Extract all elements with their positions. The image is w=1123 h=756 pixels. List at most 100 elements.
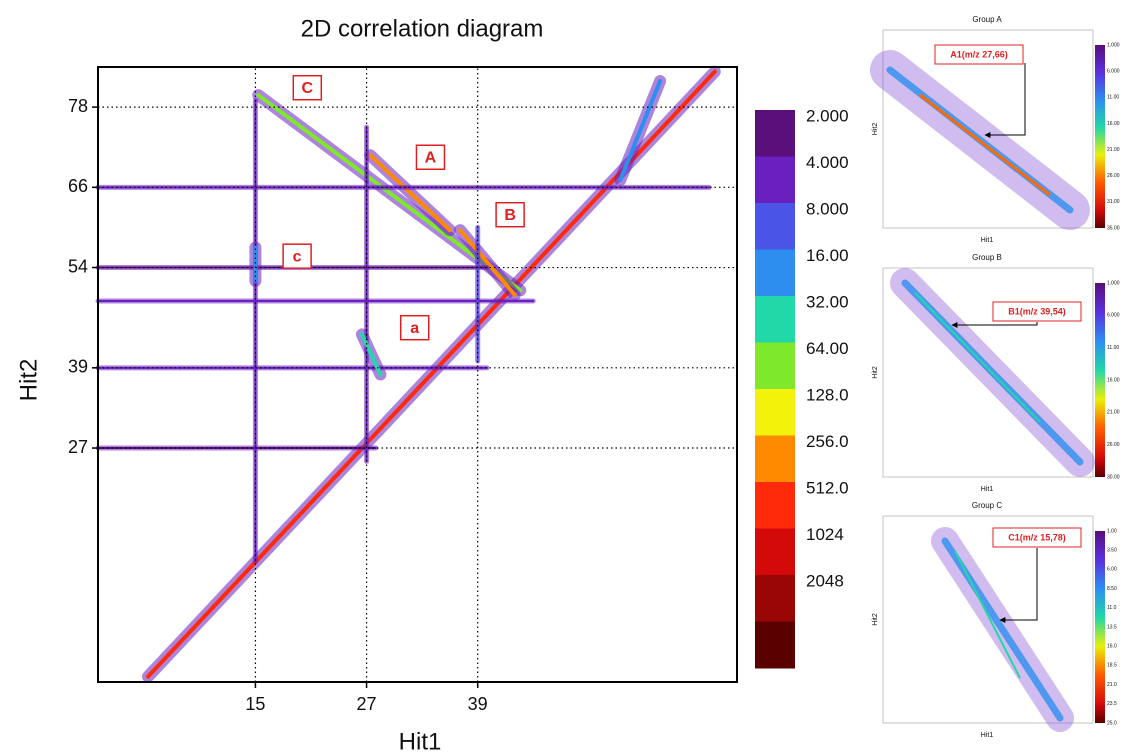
- panel-arrow: [984, 63, 1026, 138]
- x-tick-label: 27: [357, 694, 377, 714]
- density-core: [914, 292, 1041, 423]
- panel-annotation: A1(m/z 27,66): [950, 49, 1008, 59]
- panel-colorbar-label: 21.00: [1107, 147, 1120, 153]
- ridge: [618, 79, 663, 182]
- panel-colorbar-label: 6.000: [1107, 68, 1120, 74]
- panel-annotation-box: [992, 527, 1082, 548]
- panel-arrow: [951, 322, 1038, 328]
- panel-colorbar-label: 3.50: [1107, 548, 1117, 554]
- annotation: A: [425, 149, 437, 166]
- chart-title: 2D correlation diagram: [301, 15, 544, 42]
- annotation-box: [282, 243, 312, 269]
- colorbar-bin: [755, 621, 795, 669]
- panel-annotation-box: [992, 301, 1082, 322]
- panel-title: Group C: [972, 501, 1002, 510]
- panel-annotation: B1(m/z 39,54): [1008, 306, 1066, 316]
- y-tick-label: 54: [68, 256, 88, 276]
- annotation: B: [504, 207, 516, 224]
- panel-colorbar: [1095, 283, 1105, 477]
- panel-colorbar-label: 16.00: [1107, 377, 1120, 383]
- panel-colorbar-label: 25.0: [1107, 720, 1117, 726]
- panel-colorbar-label: 13.5: [1107, 624, 1117, 630]
- panel-x-label: Hit1: [981, 486, 994, 493]
- panel-colorbar-label: 6.00: [1107, 567, 1117, 573]
- y-tick-label: 66: [68, 176, 88, 196]
- colorbar-bin: [755, 389, 795, 436]
- ridge: [368, 153, 452, 233]
- x-tick-label: 15: [245, 694, 265, 714]
- y-tick-label: 78: [68, 96, 88, 116]
- panel-colorbar-label: 26.00: [1107, 442, 1120, 448]
- panel-colorbar-label: 1.000: [1107, 42, 1120, 48]
- x-tick-label: 39: [468, 694, 488, 714]
- colorbar-label: 4.000: [806, 153, 849, 172]
- panel-colorbar: [1095, 45, 1105, 228]
- x-axis-label: Hit1: [399, 728, 442, 755]
- y-tick-label: 27: [68, 437, 88, 457]
- annotation-box: [399, 314, 430, 341]
- colorbar-label: 16.00: [806, 246, 849, 265]
- colorbar-bin: [755, 482, 795, 529]
- panel-colorbar-label: 16.0: [1107, 644, 1117, 650]
- panel-colorbar-label: 1.000: [1107, 280, 1120, 286]
- panel-y-label: Hit2: [872, 613, 879, 626]
- colorbar-bin: [755, 110, 795, 157]
- colorbar-label: 256.0: [806, 432, 849, 451]
- colorbar-bin: [755, 249, 795, 297]
- annotation: a: [410, 320, 419, 337]
- colorbar-bin: [755, 435, 795, 483]
- panel-y-label: Hit2: [872, 366, 879, 379]
- colorbar-bin: [755, 575, 795, 622]
- colorbar-label: 512.0: [806, 478, 849, 497]
- panel-colorbar-label: 21.0: [1107, 682, 1117, 688]
- panel-frame: [882, 515, 1094, 724]
- panel-colorbar-label: 6.000: [1107, 313, 1120, 319]
- panel-colorbar-label: 23.5: [1107, 701, 1117, 707]
- plot-frame: [97, 66, 738, 683]
- colorbar-label: 1024: [806, 525, 844, 544]
- panel-y-label: Hit2: [872, 123, 879, 136]
- panel-colorbar-label: 35.00: [1107, 225, 1120, 231]
- panel-colorbar-label: 11.0: [1107, 605, 1117, 611]
- panel-colorbar-label: 1.00: [1107, 528, 1117, 534]
- colorbar-label: 32.00: [806, 292, 849, 311]
- panel-title: Group A: [972, 15, 1002, 24]
- panel-colorbar-label: 8.50: [1107, 586, 1117, 592]
- y-tick-label: 39: [68, 357, 88, 377]
- colorbar-bin: [755, 296, 795, 343]
- panel-colorbar-label: 16.00: [1107, 121, 1120, 127]
- annotation-box: [415, 144, 446, 170]
- y-axis-label: Hit2: [15, 359, 42, 402]
- colorbar-label: 64.00: [806, 339, 849, 358]
- annotation-box: [292, 74, 323, 101]
- colorbar-label: 128.0: [806, 385, 849, 404]
- panel-colorbar-label: 21.00: [1107, 410, 1120, 416]
- annotation: c: [293, 248, 302, 265]
- colorbar-label: 2.000: [806, 106, 849, 125]
- panel-colorbar-label: 26.00: [1107, 173, 1120, 179]
- panel-x-label: Hit1: [981, 732, 994, 739]
- panel-colorbar: [1095, 531, 1105, 723]
- annotation: C: [302, 80, 314, 97]
- panel-colorbar-label: 31.00: [1107, 199, 1120, 205]
- colorbar-bin: [755, 203, 795, 250]
- panel-colorbar-label: 30.00: [1107, 474, 1120, 480]
- panel-colorbar-label: 11.00: [1107, 95, 1119, 101]
- ridge: [458, 228, 517, 297]
- panel-annotation: C1(m/z 15,78): [1008, 532, 1066, 542]
- panel-x-label: Hit1: [981, 237, 994, 244]
- colorbar-bin: [755, 156, 795, 204]
- panel-colorbar-label: 18.5: [1107, 663, 1117, 669]
- panel-arrow: [999, 548, 1038, 623]
- density-core: [919, 93, 1051, 197]
- colorbar-label: 2048: [806, 571, 844, 590]
- density-core: [954, 550, 1021, 679]
- colorbar-label: 8.000: [806, 199, 849, 218]
- annotation-box: [495, 201, 525, 228]
- panel-colorbar-label: 11.00: [1107, 345, 1119, 351]
- panel-annotation-box: [934, 44, 1024, 65]
- colorbar-bin: [755, 528, 795, 576]
- panel-title: Group B: [972, 253, 1002, 262]
- colorbar-bin: [755, 342, 795, 390]
